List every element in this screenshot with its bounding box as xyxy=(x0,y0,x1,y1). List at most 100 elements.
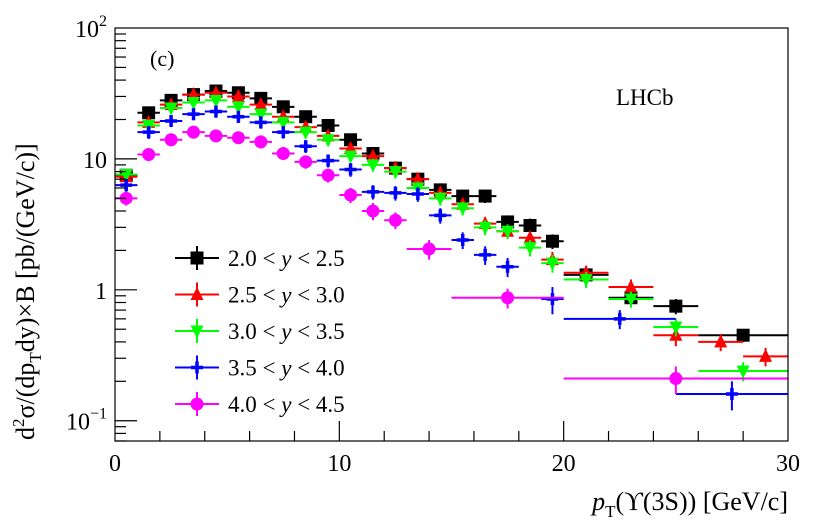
data-series-layer xyxy=(115,84,788,411)
data-point xyxy=(366,159,380,173)
series-2 xyxy=(115,85,788,367)
series-4 xyxy=(115,105,788,411)
data-point xyxy=(478,221,492,235)
data-point xyxy=(456,189,470,203)
data-point xyxy=(546,293,559,306)
axes: 0 10 20 30 102 10 1 10−1 xyxy=(66,13,800,477)
plot-frame xyxy=(114,27,789,442)
x-axis-title-sub: T xyxy=(605,502,616,521)
x-tick-label: 20 xyxy=(552,451,576,477)
y-tick-label: 10 xyxy=(83,148,107,174)
data-point xyxy=(456,202,470,216)
data-point xyxy=(322,154,335,167)
data-point xyxy=(725,388,738,401)
data-point xyxy=(164,133,178,147)
data-point xyxy=(231,88,245,102)
legend-marker xyxy=(190,287,204,300)
x-axis-title: pT(ϒ(3S)) [GeV/c] xyxy=(590,487,788,521)
data-point xyxy=(232,110,245,123)
x-tick-label: 10 xyxy=(327,451,351,477)
data-point xyxy=(142,126,155,139)
data-point xyxy=(299,155,313,169)
data-point xyxy=(411,187,424,200)
data-point xyxy=(165,114,178,127)
data-point xyxy=(142,106,156,120)
data-point xyxy=(209,129,223,143)
data-point xyxy=(299,110,313,124)
data-point xyxy=(545,234,559,248)
y-axis-title-sup: 2 xyxy=(9,419,28,428)
data-point xyxy=(669,321,683,335)
data-point xyxy=(422,242,436,256)
experiment-label: LHCb xyxy=(616,85,674,110)
data-point xyxy=(276,116,290,130)
data-point xyxy=(388,213,402,227)
data-point xyxy=(254,97,268,111)
y-tick-label: 10−1 xyxy=(66,406,107,436)
data-point xyxy=(523,242,537,256)
data-point xyxy=(142,148,156,162)
legend-label: 2.0 < y < 2.5 xyxy=(228,246,345,271)
data-point xyxy=(669,299,683,313)
legend-marker xyxy=(191,361,203,374)
data-point xyxy=(321,134,335,148)
legend-label: 4.0 < y < 4.5 xyxy=(228,392,345,417)
data-point xyxy=(613,312,626,325)
data-point xyxy=(501,225,515,239)
data-point xyxy=(501,260,514,273)
data-point xyxy=(523,218,537,232)
data-point xyxy=(276,146,290,160)
legend-marker xyxy=(190,251,204,265)
legend: 2.0 < y < 2.5 2.5 < y < 3.0 3.0 < y < 3.5 3… xyxy=(175,246,345,417)
legend-label: 2.5 < y < 3.0 xyxy=(228,283,345,308)
data-point xyxy=(120,179,133,192)
data-point xyxy=(299,140,312,153)
panel-label: (c) xyxy=(150,46,174,71)
y-axis-title-sub: T xyxy=(26,352,45,363)
data-point xyxy=(434,209,447,222)
y-tick-label: 102 xyxy=(75,13,107,43)
data-point xyxy=(277,126,290,139)
data-point xyxy=(344,150,358,164)
data-point xyxy=(366,148,380,162)
data-point xyxy=(321,118,335,132)
data-point xyxy=(433,192,447,206)
legend-label: 3.0 < y < 3.5 xyxy=(228,319,345,344)
data-point xyxy=(321,168,335,182)
y-axis-title-p3: dy)×B [pb/(GeV/c)] xyxy=(11,143,40,352)
data-point xyxy=(456,234,469,247)
data-point xyxy=(366,185,379,198)
data-point xyxy=(388,166,402,180)
x-axis-title-main: p xyxy=(590,487,605,516)
x-tick-label: 0 xyxy=(109,451,121,477)
y-axis-title-p2: σ/(dp xyxy=(11,363,40,419)
data-point xyxy=(389,186,402,199)
series-5 xyxy=(115,125,788,395)
data-point xyxy=(759,348,773,362)
data-point xyxy=(231,131,245,145)
y-axis-title-p1: d xyxy=(11,427,40,440)
data-point xyxy=(119,191,133,205)
y-tick-label: 1 xyxy=(95,279,107,305)
data-point xyxy=(231,101,245,115)
data-point xyxy=(344,163,357,176)
data-point xyxy=(209,105,222,118)
y-axis-title: d2σ/(dpTdy)×B [pb/(GeV/c)] xyxy=(9,143,45,440)
data-point xyxy=(187,108,200,121)
data-point xyxy=(209,94,223,108)
data-point xyxy=(736,365,750,379)
data-point xyxy=(299,126,313,140)
data-point xyxy=(187,96,201,110)
data-point xyxy=(479,248,492,261)
legend-label: 3.5 < y < 4.0 xyxy=(228,356,345,381)
data-point xyxy=(276,100,290,114)
data-point xyxy=(669,372,683,386)
data-point xyxy=(523,230,537,244)
data-point xyxy=(187,125,201,139)
data-point xyxy=(545,257,559,271)
legend-marker xyxy=(190,325,204,339)
data-point xyxy=(478,189,492,203)
data-point xyxy=(714,334,728,348)
data-point xyxy=(411,171,425,185)
